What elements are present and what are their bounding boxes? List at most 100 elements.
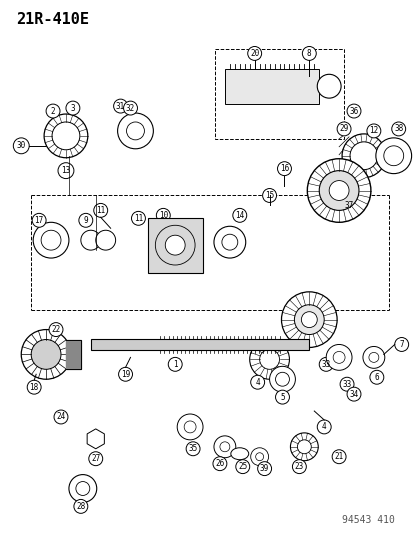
Circle shape: [262, 189, 276, 203]
Circle shape: [346, 104, 360, 118]
Circle shape: [27, 380, 41, 394]
Circle shape: [74, 499, 88, 513]
Circle shape: [165, 235, 185, 255]
Text: 37: 37: [344, 201, 353, 210]
Text: 18: 18: [29, 383, 39, 392]
Circle shape: [46, 104, 60, 118]
Text: 19: 19: [121, 370, 130, 379]
Circle shape: [290, 433, 318, 461]
Circle shape: [235, 459, 249, 474]
Circle shape: [257, 462, 271, 475]
Circle shape: [219, 442, 229, 452]
Circle shape: [168, 358, 182, 372]
Circle shape: [33, 222, 69, 258]
Text: 34: 34: [349, 390, 358, 399]
Circle shape: [69, 474, 97, 503]
Circle shape: [297, 440, 311, 454]
Circle shape: [41, 230, 61, 250]
Circle shape: [214, 227, 245, 258]
Circle shape: [177, 414, 202, 440]
Circle shape: [32, 213, 46, 227]
Text: 13: 13: [61, 166, 70, 175]
Text: 39: 39: [259, 464, 268, 473]
Circle shape: [95, 230, 115, 250]
Circle shape: [212, 457, 226, 471]
Bar: [90, 338, 309, 350]
Circle shape: [44, 114, 88, 158]
Circle shape: [186, 442, 199, 456]
Text: 25: 25: [237, 462, 247, 471]
Text: 3: 3: [71, 103, 75, 112]
Circle shape: [325, 188, 341, 204]
Polygon shape: [87, 429, 104, 449]
Circle shape: [113, 99, 127, 113]
Text: 33: 33: [321, 360, 330, 369]
Text: 20: 20: [249, 49, 259, 58]
Circle shape: [316, 420, 330, 434]
Circle shape: [391, 122, 405, 136]
Circle shape: [369, 370, 383, 384]
Text: 24: 24: [56, 413, 65, 422]
Text: 36: 36: [349, 107, 358, 116]
Circle shape: [275, 390, 289, 404]
Circle shape: [368, 352, 378, 362]
Text: 5: 5: [280, 393, 284, 402]
Circle shape: [118, 367, 132, 381]
Circle shape: [306, 159, 370, 222]
Text: 11: 11: [96, 206, 105, 215]
Polygon shape: [66, 340, 81, 369]
Text: 28: 28: [76, 502, 85, 511]
Circle shape: [131, 212, 145, 225]
Circle shape: [318, 358, 332, 372]
Circle shape: [383, 146, 403, 166]
Circle shape: [52, 122, 80, 150]
Circle shape: [221, 234, 237, 250]
Circle shape: [332, 351, 344, 364]
Circle shape: [366, 124, 380, 138]
Circle shape: [341, 198, 355, 212]
Circle shape: [81, 230, 100, 250]
Circle shape: [255, 453, 263, 461]
Text: 7: 7: [399, 340, 403, 349]
Circle shape: [250, 448, 268, 466]
Circle shape: [294, 305, 323, 335]
Circle shape: [49, 322, 63, 336]
Circle shape: [336, 122, 350, 136]
Circle shape: [375, 138, 411, 174]
Circle shape: [54, 410, 68, 424]
Circle shape: [250, 375, 264, 389]
Circle shape: [184, 421, 196, 433]
Text: 27: 27: [91, 454, 100, 463]
Ellipse shape: [230, 448, 248, 459]
Circle shape: [349, 142, 377, 169]
Text: 21: 21: [334, 452, 343, 461]
Circle shape: [301, 312, 316, 328]
Circle shape: [269, 366, 295, 392]
Circle shape: [156, 208, 170, 222]
Text: 38: 38: [393, 124, 402, 133]
Circle shape: [247, 46, 261, 60]
Text: 11: 11: [133, 214, 143, 223]
Text: 17: 17: [34, 216, 44, 225]
Circle shape: [232, 208, 246, 222]
Circle shape: [292, 459, 306, 474]
Text: 26: 26: [215, 459, 224, 468]
Text: 33: 33: [342, 379, 351, 389]
Text: 15: 15: [264, 191, 273, 200]
Bar: [214, 50, 343, 139]
Text: 4: 4: [255, 378, 259, 387]
Bar: [224, 69, 318, 104]
Text: 22: 22: [51, 325, 60, 334]
Text: 12: 12: [368, 126, 377, 135]
Circle shape: [318, 180, 349, 212]
Circle shape: [328, 181, 348, 200]
Text: 9: 9: [83, 216, 88, 225]
Circle shape: [281, 292, 336, 348]
Text: 31: 31: [116, 102, 125, 110]
Text: 14: 14: [235, 211, 244, 220]
Circle shape: [66, 101, 80, 115]
Text: 1: 1: [173, 360, 177, 369]
Circle shape: [58, 163, 74, 179]
Circle shape: [341, 134, 385, 177]
Circle shape: [331, 450, 345, 464]
